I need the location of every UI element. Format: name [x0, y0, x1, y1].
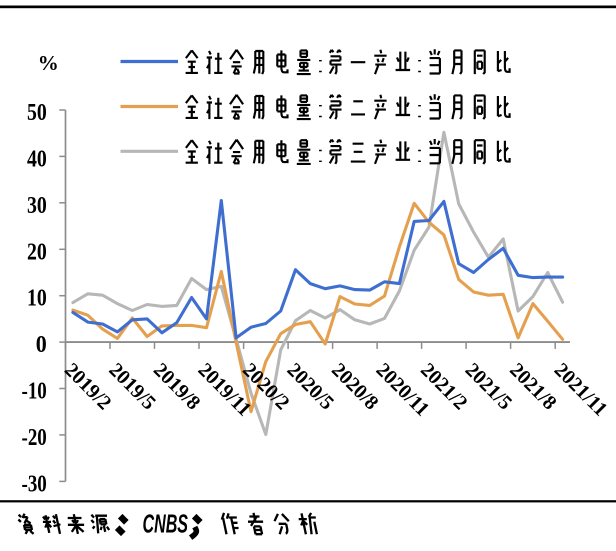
svg-text:CNBS: CNBS	[143, 508, 189, 538]
svg-text:20: 20	[27, 238, 47, 265]
svg-text:-30: -30	[22, 470, 47, 497]
svg-text:50: 50	[27, 99, 47, 126]
svg-text:-10: -10	[22, 378, 47, 405]
svg-text:40: 40	[27, 145, 47, 172]
svg-text:0: 0	[36, 331, 47, 358]
svg-text:%: %	[38, 51, 59, 75]
svg-text:10: 10	[27, 285, 47, 312]
svg-text:30: 30	[27, 192, 47, 219]
svg-text:-20: -20	[22, 424, 47, 451]
